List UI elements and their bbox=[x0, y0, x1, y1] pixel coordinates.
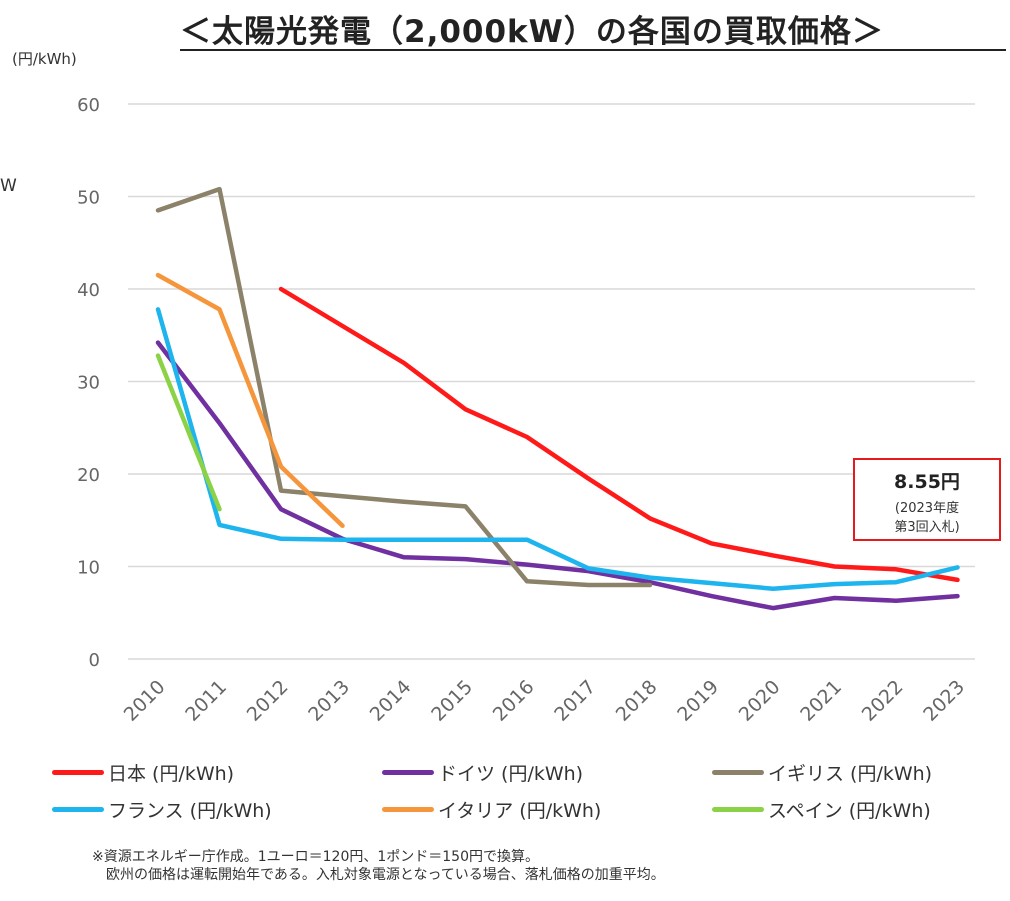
legend-label-france: フランス (円/kWh) bbox=[108, 799, 272, 822]
series-line-0 bbox=[278, 286, 960, 583]
y-tick-label: 50 bbox=[77, 188, 100, 209]
legend-item-italy: イタリア (円/kWh) bbox=[382, 797, 602, 822]
legend-swatch-italy bbox=[382, 806, 434, 812]
series-line-2 bbox=[155, 186, 653, 588]
annotation-note-line2: 第3回入札) bbox=[894, 520, 960, 535]
legend-item-spain: スペイン (円/kWh) bbox=[712, 797, 931, 822]
y-tick-label: 10 bbox=[77, 558, 100, 579]
x-tick-label: 2020 bbox=[735, 676, 785, 726]
legend-item-germany: ドイツ (円/kWh) bbox=[382, 760, 584, 785]
x-tick-label: 2018 bbox=[612, 676, 662, 726]
y-axis-ticks: 0 10 20 30 40 50 60 bbox=[77, 95, 100, 671]
x-tick-label: 2013 bbox=[304, 676, 354, 726]
x-tick-label: 2010 bbox=[120, 676, 170, 726]
annotation-callout: 8.55円 (2023年度 第3回入札) bbox=[853, 458, 1001, 541]
legend-swatch-france bbox=[52, 806, 104, 812]
legend-item-france: フランス (円/kWh) bbox=[52, 797, 272, 822]
x-tick-label: 2011 bbox=[181, 676, 231, 726]
legend-swatch-germany bbox=[382, 769, 434, 775]
x-axis-ticks: 2010 2011 2012 2013 2014 2015 2016 2017 2018 2019… bbox=[120, 676, 969, 726]
y-tick-label: 60 bbox=[77, 95, 100, 116]
series-line-4 bbox=[155, 272, 345, 529]
x-tick-label: 2019 bbox=[673, 676, 723, 726]
series-line-1 bbox=[155, 340, 960, 611]
legend-label-spain: スペイン (円/kWh) bbox=[768, 799, 931, 822]
footnote-line2: 欧州の価格は運転開始年である。入札対象電源となっている場合、落札価格の加重平均。 bbox=[106, 867, 665, 883]
x-tick-label: 2015 bbox=[427, 676, 477, 726]
grid-lines bbox=[128, 103, 975, 660]
x-tick-label: 2022 bbox=[858, 676, 908, 726]
x-tick-label: 2014 bbox=[366, 676, 416, 726]
series-line-3 bbox=[155, 307, 960, 591]
legend-label-uk: イギリス (円/kWh) bbox=[768, 762, 933, 785]
legend-item-japan: 日本 (円/kWh) bbox=[52, 760, 235, 785]
legend-swatch-uk bbox=[712, 769, 764, 775]
x-tick-label: 2017 bbox=[550, 676, 600, 726]
y-tick-label: 0 bbox=[89, 650, 100, 671]
legend-item-uk: イギリス (円/kWh) bbox=[712, 760, 933, 785]
series-line-5 bbox=[155, 353, 222, 512]
title-underline bbox=[180, 49, 1006, 51]
series-lines bbox=[155, 186, 960, 611]
legend-swatch-japan bbox=[52, 769, 104, 775]
footnote-line1: ※資源エネルギー庁作成。1ユーロ＝120円、1ポンド＝150円で換算。 bbox=[92, 849, 539, 865]
legend-swatch-spain bbox=[712, 806, 764, 812]
legend-label-germany: ドイツ (円/kWh) bbox=[438, 762, 584, 785]
annotation-note-line1: (2023年度 bbox=[894, 501, 960, 516]
y-tick-label: 40 bbox=[77, 280, 100, 301]
chart-title: ＜太陽光発電（2,000kW）の各国の買取価格＞ bbox=[180, 14, 884, 50]
legend-label-italy: イタリア (円/kWh) bbox=[438, 799, 602, 822]
legend-label-japan: 日本 (円/kWh) bbox=[108, 762, 235, 785]
x-tick-label: 2021 bbox=[796, 676, 846, 726]
annotation-value: 8.55円 bbox=[894, 471, 960, 493]
footnote: ※資源エネルギー庁作成。1ユーロ＝120円、1ポンド＝150円で換算。 欧州の価… bbox=[92, 848, 665, 884]
x-tick-label: 2016 bbox=[489, 676, 539, 726]
y-tick-label: 30 bbox=[77, 373, 100, 394]
y-tick-label: 20 bbox=[77, 465, 100, 486]
x-tick-label: 2023 bbox=[919, 676, 969, 726]
cropped-edge-label: W bbox=[0, 176, 17, 196]
y-axis-unit-label: (円/kWh) bbox=[12, 50, 77, 68]
x-tick-label: 2012 bbox=[243, 676, 293, 726]
